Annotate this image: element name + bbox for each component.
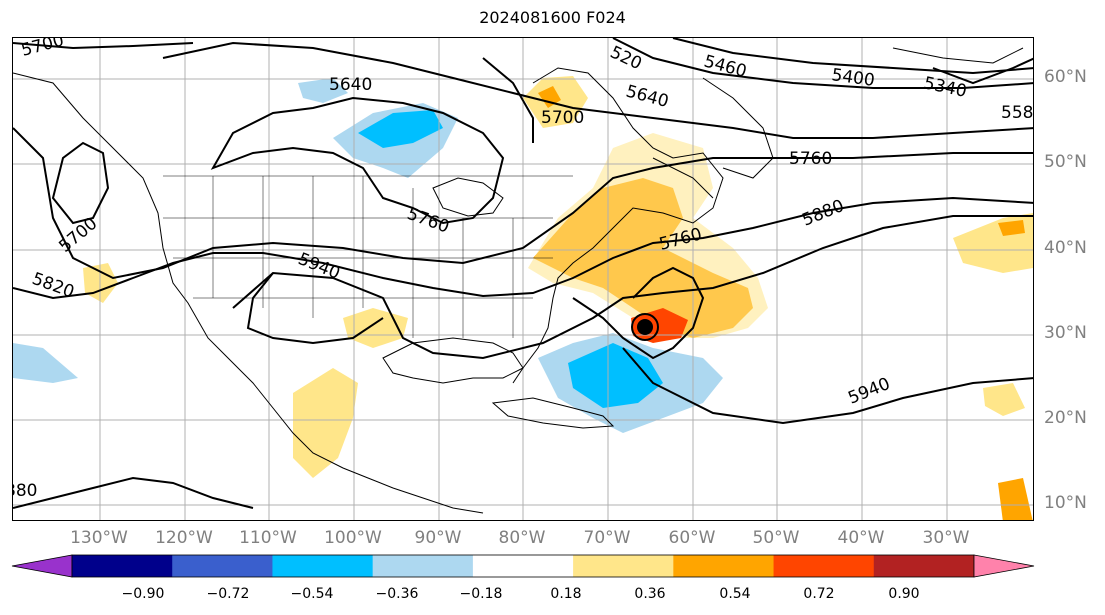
colorbar-tick: −0.90 [121,586,165,602]
contour-label: 5940 [295,249,343,284]
lat-label-50n: 50°N [1044,152,1087,172]
storm-center [631,313,659,341]
colorbar-segment [573,555,674,577]
lon-label-130w: 130°W [70,528,128,548]
lon-label-90w: 90°W [414,528,462,548]
lon-label-40w: 40°W [837,528,885,548]
lon-label-70w: 70°W [583,528,631,548]
contour-label: 5640 [329,75,372,95]
lon-label-50w: 50°W [752,528,800,548]
colorbar-tick: −0.18 [459,586,503,602]
colorbar-segment [272,555,374,577]
map-title: 2024081600 F024 [479,8,626,27]
lat-label-30n: 30°N [1044,323,1087,343]
anomaly-shading [13,76,1033,520]
negative-anomaly-pacific-west [13,343,78,383]
contour-label: 880 [13,481,37,501]
contour-label: 5700 [19,38,66,61]
colorbar-segments [11,554,1035,578]
contour-label: 5760 [789,149,832,169]
graticule [13,38,1033,520]
colorbar-segment [172,555,273,577]
lon-label-110w: 110°W [239,528,297,548]
lat-label-10n: 10°N [1044,493,1087,513]
colorbar-tick: −0.54 [290,586,334,602]
colorbar-tick: −0.36 [375,586,419,602]
positive-anomaly-labrador-core [538,86,561,108]
colorbar-tick: 0.18 [550,586,582,602]
lat-label-20n: 20°N [1044,408,1087,428]
colorbar-tick: 0.36 [634,586,666,602]
lon-label-100w: 100°W [324,528,382,548]
contour-label: 520 [607,42,645,74]
positive-anomaly-southeast [998,478,1033,520]
lat-label-40n: 40°N [1044,238,1087,258]
contour-label: 5640 [624,82,671,113]
lon-label-80w: 80°W [498,528,546,548]
positive-anomaly-mexico [293,368,358,478]
negative-anomaly-canada [298,78,348,103]
negative-anomaly-great-lakes-core [358,110,443,148]
lat-label-60n: 60°N [1044,67,1087,87]
colorbar-segment [72,555,173,577]
colorbar-tick: 0.90 [888,586,920,602]
colorbar-tick: 0.54 [719,586,751,602]
colorbar-extend-min [11,554,73,578]
height-contours [13,38,1033,509]
positive-anomaly-light-1 [528,133,768,338]
contour-label: 5880 [799,196,847,231]
colorbar-segment [873,555,975,577]
contour-label: 5700 [541,108,584,128]
lon-label-30w: 30°W [922,528,970,548]
map-panel: 5700 5640 5700 5700 5820 5760 5940 5760 … [12,37,1034,521]
colorbar-extend-max [973,554,1035,578]
negative-anomaly-caribbean-core [568,343,663,408]
map-canvas: 5700 5640 5700 5700 5820 5760 5940 5760 … [13,38,1033,520]
positive-anomaly-atlantic-east-core [998,220,1025,236]
positive-anomaly-texas [343,308,408,348]
colorbar-segment [673,555,775,577]
coastlines [13,47,1024,514]
colorbar-segment [773,555,875,577]
contour-label: 558 [1001,103,1033,123]
contour-label: 5400 [830,65,876,91]
colorbar-segment [372,555,474,577]
positive-anomaly-atlantic-south [983,383,1025,416]
colorbar-segment [472,555,574,577]
colorbar-tick: −0.72 [206,586,250,602]
colorbar-tick: 0.72 [803,586,835,602]
contour-label: 5460 [702,52,749,83]
colorbar [11,554,1035,578]
lon-label-120w: 120°W [155,528,213,548]
lon-label-60w: 60°W [668,528,716,548]
